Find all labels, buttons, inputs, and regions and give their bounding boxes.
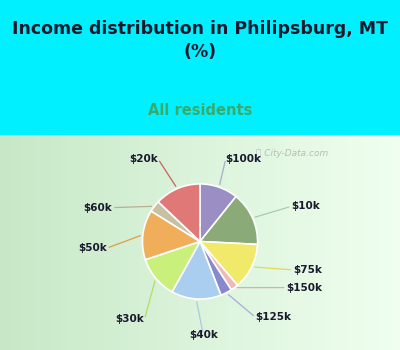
Wedge shape — [172, 241, 221, 299]
Text: All residents: All residents — [148, 103, 252, 118]
Text: $75k: $75k — [294, 265, 322, 275]
Text: $30k: $30k — [116, 314, 144, 324]
Text: $150k: $150k — [287, 282, 323, 293]
Wedge shape — [200, 241, 258, 285]
Text: $50k: $50k — [78, 243, 106, 253]
Wedge shape — [158, 184, 200, 241]
Text: ⓘ City-Data.com: ⓘ City-Data.com — [256, 149, 328, 158]
Text: $10k: $10k — [292, 201, 320, 211]
Wedge shape — [200, 241, 238, 290]
Text: $60k: $60k — [83, 203, 112, 213]
Text: $100k: $100k — [226, 154, 262, 164]
Wedge shape — [151, 202, 200, 242]
Wedge shape — [200, 241, 231, 295]
Text: $40k: $40k — [189, 330, 218, 340]
Wedge shape — [145, 241, 200, 292]
Wedge shape — [200, 197, 258, 244]
Wedge shape — [142, 211, 200, 260]
Text: Income distribution in Philipsburg, MT
(%): Income distribution in Philipsburg, MT (… — [12, 20, 388, 61]
Text: $20k: $20k — [129, 154, 158, 164]
Text: $125k: $125k — [256, 312, 292, 322]
Wedge shape — [200, 184, 236, 241]
